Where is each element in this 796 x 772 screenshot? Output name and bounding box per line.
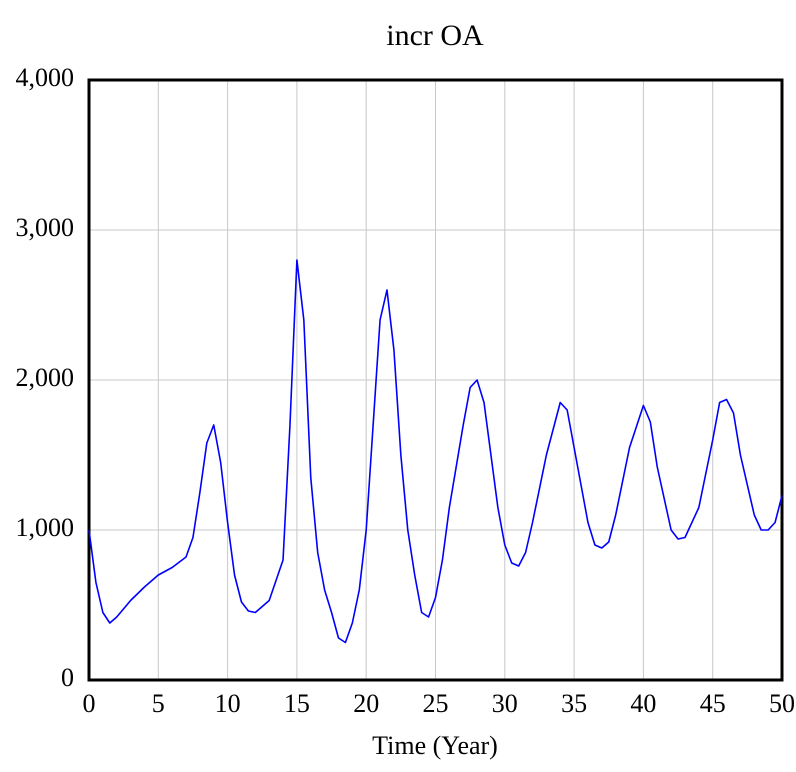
x-axis-label: Time (Year) xyxy=(372,731,498,760)
x-tick-label: 30 xyxy=(492,689,518,718)
x-tick-label: 10 xyxy=(215,689,241,718)
x-tick-label: 5 xyxy=(152,689,165,718)
x-tick-label: 15 xyxy=(284,689,310,718)
plot-frame xyxy=(87,78,784,682)
x-tick-label: 45 xyxy=(700,689,726,718)
y-tick-label: 1,000 xyxy=(16,513,75,542)
x-tick-label: 0 xyxy=(83,689,96,718)
y-tick-label: 0 xyxy=(61,663,74,692)
x-tick-label: 25 xyxy=(423,689,449,718)
y-tick-label: 4,000 xyxy=(16,63,75,92)
data-line xyxy=(88,259,783,644)
y-tick-label: 2,000 xyxy=(16,363,75,392)
x-tick-label: 35 xyxy=(561,689,587,718)
chart-title: incr OA xyxy=(386,19,484,52)
x-tick-label: 50 xyxy=(769,689,795,718)
x-tick-label: 40 xyxy=(630,689,656,718)
x-tick-label: 20 xyxy=(353,689,379,718)
y-tick-label: 3,000 xyxy=(16,213,75,242)
